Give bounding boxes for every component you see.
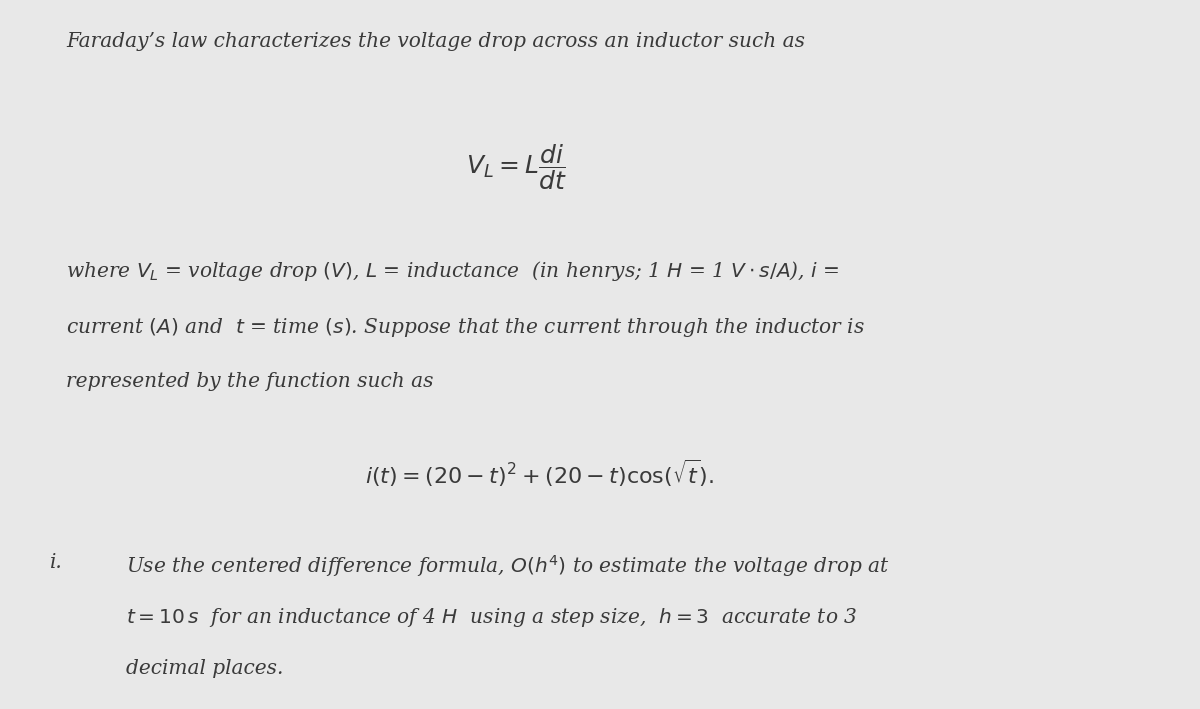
Text: decimal places.: decimal places. xyxy=(126,659,283,679)
Text: $i(t) = (20-t)^2 + (20-t)\cos(\sqrt{t}).$: $i(t) = (20-t)^2 + (20-t)\cos(\sqrt{t}).… xyxy=(366,457,714,489)
Text: where $V_L$ = voltage drop $(V)$, $L$ = inductance  (in henrys; 1 $H$ = 1 $V \cd: where $V_L$ = voltage drop $(V)$, $L$ = … xyxy=(66,259,839,283)
Text: current $(A)$ and  $t$ = time $(s)$. Suppose that the current through the induct: current $(A)$ and $t$ = time $(s)$. Supp… xyxy=(66,316,865,338)
Text: Faraday’s law characterizes the voltage drop across an inductor such as: Faraday’s law characterizes the voltage … xyxy=(66,32,805,51)
Text: represented by the function such as: represented by the function such as xyxy=(66,372,433,391)
Text: $t = 10\,s$  for an inductance of 4 $H$  using a step size,  $h = 3$  accurate t: $t = 10\,s$ for an inductance of 4 $H$ u… xyxy=(126,606,857,629)
Text: i.: i. xyxy=(50,553,64,572)
Text: Use the centered difference formula, $O(h^4)$ to estimate the voltage drop at: Use the centered difference formula, $O(… xyxy=(126,553,889,579)
Text: $V_L = L\dfrac{di}{dt}$: $V_L = L\dfrac{di}{dt}$ xyxy=(466,142,566,191)
